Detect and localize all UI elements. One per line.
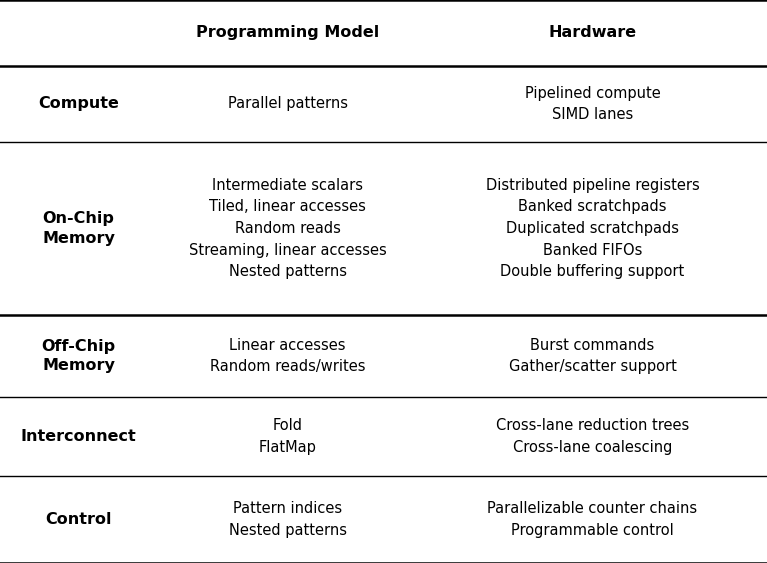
Text: Control: Control [45, 512, 112, 527]
Text: Fold
FlatMap: Fold FlatMap [258, 418, 317, 455]
Text: Interconnect: Interconnect [21, 429, 137, 444]
Text: Compute: Compute [38, 96, 119, 111]
Text: Parallel patterns: Parallel patterns [228, 96, 347, 111]
Text: Burst commands
Gather/scatter support: Burst commands Gather/scatter support [509, 338, 676, 374]
Text: Linear accesses
Random reads/writes: Linear accesses Random reads/writes [210, 338, 365, 374]
Text: Parallelizable counter chains
Programmable control: Parallelizable counter chains Programmab… [488, 501, 697, 538]
Text: Pipelined compute
SIMD lanes: Pipelined compute SIMD lanes [525, 86, 660, 122]
Text: Programming Model: Programming Model [196, 25, 379, 41]
Text: Distributed pipeline registers
Banked scratchpads
Duplicated scratchpads
Banked : Distributed pipeline registers Banked sc… [486, 178, 700, 279]
Text: On-Chip
Memory: On-Chip Memory [42, 211, 115, 246]
Text: Cross-lane reduction trees
Cross-lane coalescing: Cross-lane reduction trees Cross-lane co… [496, 418, 689, 455]
Text: Intermediate scalars
Tiled, linear accesses
Random reads
Streaming, linear acces: Intermediate scalars Tiled, linear acces… [189, 178, 387, 279]
Text: Hardware: Hardware [548, 25, 637, 41]
Text: Pattern indices
Nested patterns: Pattern indices Nested patterns [229, 501, 347, 538]
Text: Off-Chip
Memory: Off-Chip Memory [41, 339, 116, 373]
